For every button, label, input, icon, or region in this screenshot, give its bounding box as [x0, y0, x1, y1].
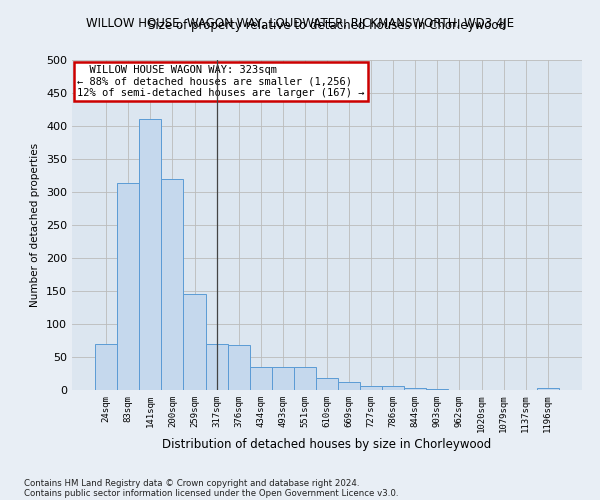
Bar — [206, 344, 227, 390]
Bar — [338, 382, 360, 390]
Bar — [117, 184, 139, 390]
Bar — [95, 344, 117, 390]
Bar — [184, 294, 206, 390]
Bar — [294, 367, 316, 390]
Bar — [272, 367, 294, 390]
Text: Contains HM Land Registry data © Crown copyright and database right 2024.: Contains HM Land Registry data © Crown c… — [24, 478, 359, 488]
Bar — [360, 386, 382, 390]
Bar — [382, 386, 404, 390]
Bar — [427, 388, 448, 390]
Title: Size of property relative to detached houses in Chorleywood: Size of property relative to detached ho… — [148, 20, 506, 32]
Bar — [537, 388, 559, 390]
Bar — [227, 345, 250, 390]
X-axis label: Distribution of detached houses by size in Chorleywood: Distribution of detached houses by size … — [163, 438, 491, 451]
Bar — [139, 120, 161, 390]
Text: WILLOW HOUSE WAGON WAY: 323sqm
← 88% of detached houses are smaller (1,256)
12% : WILLOW HOUSE WAGON WAY: 323sqm ← 88% of … — [77, 65, 365, 98]
Bar — [250, 367, 272, 390]
Bar — [404, 388, 427, 390]
Bar — [316, 378, 338, 390]
Bar — [161, 179, 184, 390]
Text: Contains public sector information licensed under the Open Government Licence v3: Contains public sector information licen… — [24, 488, 398, 498]
Text: WILLOW HOUSE, WAGON WAY, LOUDWATER, RICKMANSWORTH, WD3 4JE: WILLOW HOUSE, WAGON WAY, LOUDWATER, RICK… — [86, 18, 514, 30]
Y-axis label: Number of detached properties: Number of detached properties — [31, 143, 40, 307]
